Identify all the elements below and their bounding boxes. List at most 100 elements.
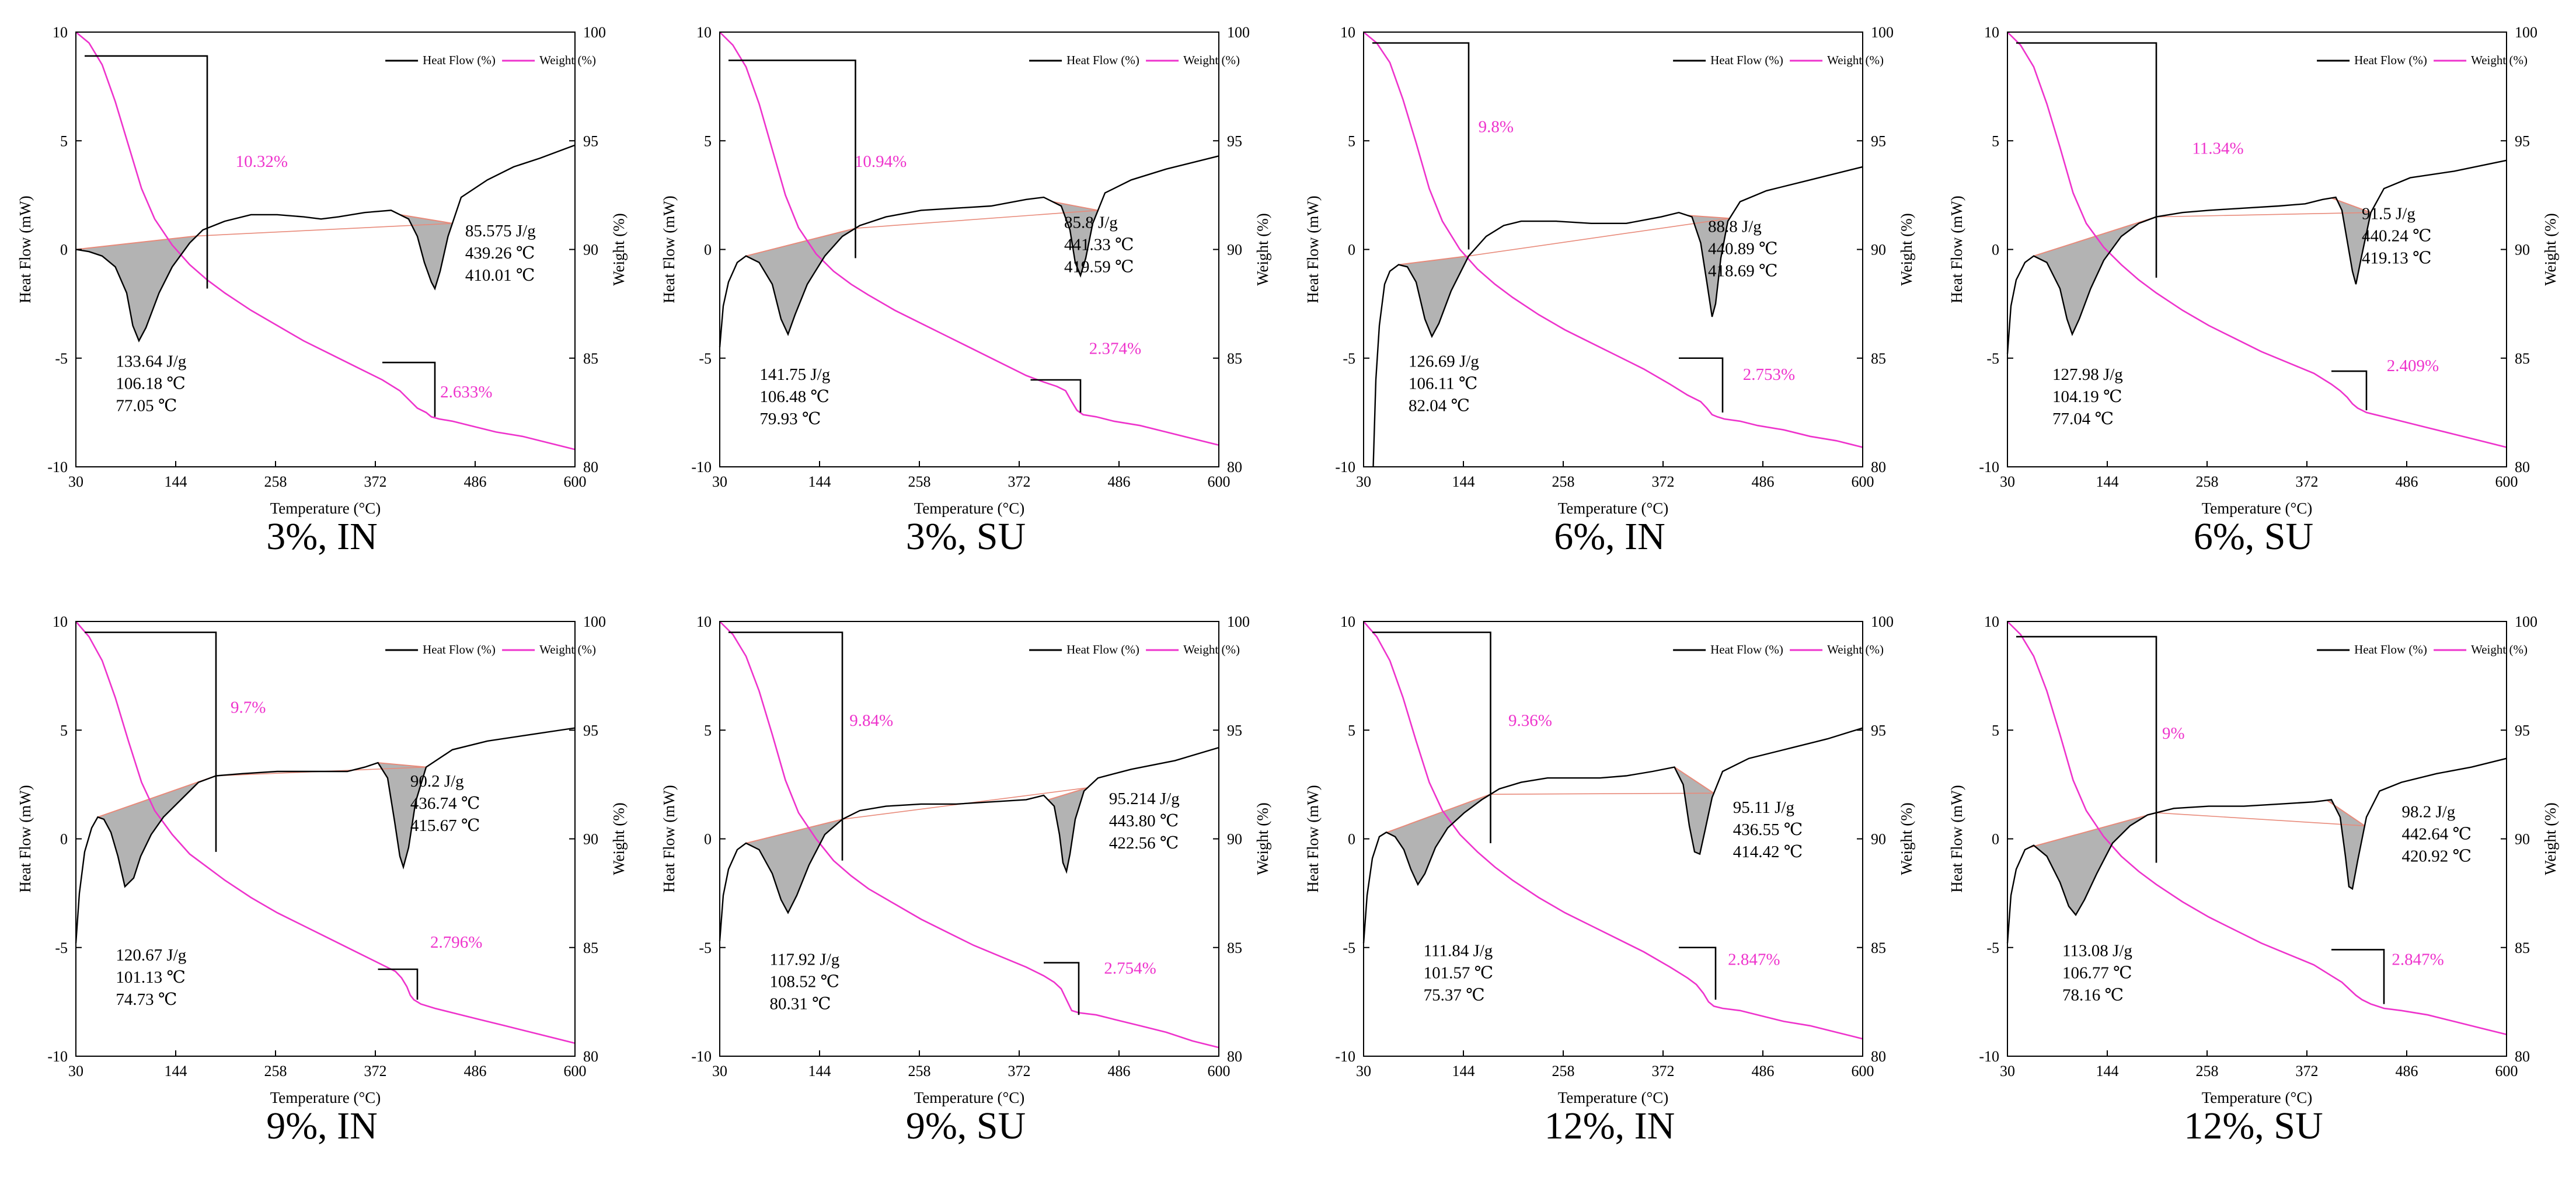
y-left-tick-label: 5 (1348, 132, 1355, 149)
y-right-axis-label: Weight (%) (1254, 802, 1271, 875)
y-left-tick-label: -10 (691, 1048, 712, 1065)
peak-baseline (1052, 201, 1099, 211)
y-left-tick-label: 5 (1992, 132, 1999, 149)
peak-annotation-line: 443.80 ℃ (1109, 812, 1179, 830)
peak-annotation-line: 80.31 ℃ (770, 995, 831, 1014)
y-right-tick-label: 95 (2515, 722, 2530, 739)
y-right-tick-label: 85 (1871, 350, 1886, 367)
mass-loss-label: 2.374% (1089, 339, 1141, 358)
weight-series-line (1363, 31, 1863, 448)
peak-annotation-line: 91.5 J/g (2362, 204, 2415, 223)
weight-series-line (75, 621, 576, 1044)
peak-annotation-line: 113.08 J/g (2062, 942, 2132, 961)
mass-loss-bracket (2016, 42, 2157, 278)
y-right-tick-label: 90 (1227, 831, 1242, 848)
mass-loss-label: 2.754% (1104, 959, 1156, 977)
y-left-tick-label: -5 (699, 350, 712, 367)
y-left-tick-label: 10 (53, 613, 68, 630)
y-right-tick-label: 85 (1871, 939, 1886, 956)
x-axis-label: Temperature (°C) (1558, 1089, 1669, 1106)
peak-area (2331, 197, 2371, 284)
peak-annotation-line: 410.01 ℃ (465, 266, 535, 285)
x-tick-label: 258 (2196, 1063, 2219, 1080)
y-right-tick-label: 90 (1227, 242, 1242, 259)
peak-annotation-line: 420.92 ℃ (2401, 847, 2471, 865)
peak-annotation-line: 419.59 ℃ (1064, 257, 1134, 276)
peak-annotation-line: 106.18 ℃ (116, 375, 185, 393)
peak-baseline (1048, 787, 1088, 801)
peak-baseline (1385, 794, 1491, 834)
y-right-tick-label: 85 (1227, 939, 1242, 956)
peak-baseline (97, 775, 217, 818)
weight-series-line (2007, 32, 2507, 448)
baseline-guide (1468, 218, 1730, 257)
peak-annotation-line: 126.69 J/g (1409, 352, 1479, 371)
panel-caption: 12%, SU (2184, 1105, 2323, 1147)
peak-annotation-line: 95.11 J/g (1733, 798, 1794, 817)
x-tick-label: 600 (564, 473, 587, 490)
x-tick-label: 486 (1752, 473, 1775, 490)
peak-annotation-line: 78.16 ℃ (2062, 986, 2124, 1005)
mass-loss-bracket (378, 968, 419, 1000)
y-right-tick-label: 90 (2515, 831, 2530, 848)
peak-baseline (1398, 255, 1469, 266)
heat-flow-series-line (719, 155, 1219, 348)
heat-flow-series-line (1372, 166, 1863, 467)
panel-caption: 6%, SU (2193, 515, 2314, 558)
legend-label-heat-flow: Heat Flow (%) (1066, 642, 1139, 656)
x-tick-label: 486 (1108, 473, 1131, 490)
y-left-axis-label: Heat Flow (mW) (1948, 785, 1965, 892)
y-right-tick-label: 95 (1227, 722, 1242, 739)
y-left-axis-label: Heat Flow (mW) (1304, 785, 1322, 892)
y-left-tick-label: 10 (1340, 24, 1355, 41)
y-left-tick-label: 10 (696, 613, 712, 630)
chart-panel: 30 144 258 372 486 600 -10 -5 0 5 10 80 85 90 95 100 Tem… (644, 589, 1288, 1185)
y-left-tick-label: -5 (1986, 939, 1999, 956)
tga-dsc-chart: 30 144 258 372 486 600 -10 -5 0 5 10 80 85 90 95 100 Tem… (1948, 613, 2559, 1106)
y-right-tick-label: 90 (583, 242, 598, 259)
weight-series-line (1363, 621, 1863, 1040)
legend-label-weight: Weight (%) (1183, 53, 1240, 67)
peak-area (1052, 201, 1098, 275)
legend-label-heat-flow: Heat Flow (%) (1066, 53, 1139, 67)
y-left-axis-label: Heat Flow (mW) (16, 195, 34, 303)
peak-annotation-line: 439.26 ℃ (465, 244, 535, 263)
peak-annotation-line: 120.67 J/g (116, 946, 186, 965)
heat-flow-series-line (75, 144, 576, 343)
y-right-tick-label: 95 (1227, 132, 1242, 149)
y-left-tick-label: 0 (704, 831, 712, 848)
chart-panel: 30 144 258 372 486 600 -10 -5 0 5 10 80 85 90 95 100 Tem… (644, 0, 1288, 595)
y-right-axis-label: Weight (%) (1898, 213, 1915, 286)
peak-annotation-line: 88.8 J/g (1708, 218, 1762, 236)
peak-annotation-line: 106.11 ℃ (1409, 375, 1477, 393)
legend-label-heat-flow: Heat Flow (%) (423, 53, 496, 67)
x-tick-label: 144 (808, 473, 831, 490)
peak-annotation-line: 74.73 ℃ (116, 990, 177, 1009)
legend-label-heat-flow: Heat Flow (%) (2354, 53, 2427, 67)
y-right-tick-label: 95 (1871, 722, 1886, 739)
x-tick-label: 30 (68, 473, 83, 490)
x-tick-label: 30 (2000, 1063, 2015, 1080)
y-right-tick-label: 80 (583, 1048, 598, 1065)
y-right-tick-label: 100 (583, 613, 606, 630)
y-right-axis-label: Weight (%) (1898, 802, 1915, 875)
chart-panel: 30 144 258 372 486 600 -10 -5 0 5 10 80 85 90 95 100 Tem… (1932, 0, 2575, 595)
peak-annotation-line: 90.2 J/g (410, 772, 464, 791)
peak-baseline (399, 214, 453, 224)
y-right-tick-label: 85 (1227, 350, 1242, 367)
heat-flow-series-line (2006, 159, 2507, 354)
y-left-axis-label: Heat Flow (mW) (1948, 195, 1965, 303)
y-left-tick-label: -5 (1343, 350, 1355, 367)
x-tick-label: 30 (712, 473, 727, 490)
peak-annotation-line: 141.75 J/g (759, 365, 830, 384)
legend-label-weight: Weight (%) (2471, 53, 2528, 67)
x-tick-label: 30 (2000, 473, 2015, 490)
peak-area (400, 214, 452, 289)
peak-annotation-line: 85.575 J/g (465, 222, 536, 240)
peak-area (1385, 794, 1491, 883)
peak-annotation-line: 108.52 ℃ (770, 973, 839, 991)
y-right-tick-label: 90 (1871, 242, 1886, 259)
y-left-tick-label: 5 (60, 132, 68, 149)
peak-baseline (745, 819, 843, 844)
y-left-tick-label: 10 (1984, 613, 1999, 630)
